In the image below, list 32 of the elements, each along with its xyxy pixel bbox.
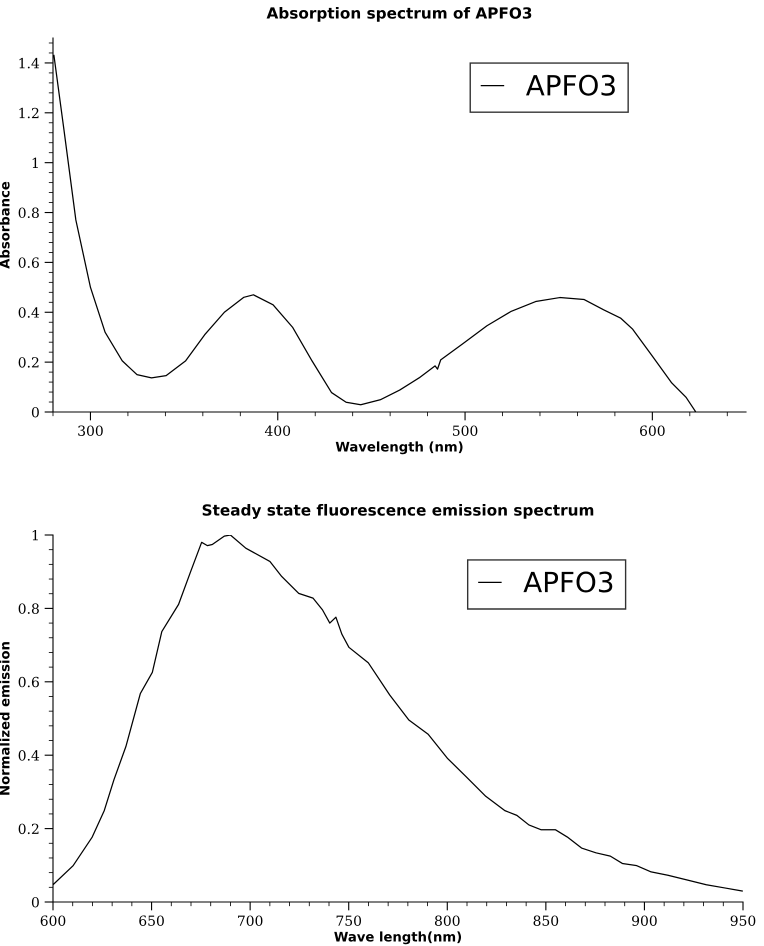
y-tick-label: 0.2 <box>18 357 38 368</box>
x-tick-label: 700 <box>238 915 262 926</box>
x-tick-label: 850 <box>534 915 558 926</box>
legend-label: APFO3 <box>526 74 615 96</box>
y-tick-label: 0.8 <box>18 208 39 218</box>
y-tick-label: 0.8 <box>18 603 39 614</box>
y-tick-label: 0.4 <box>18 750 40 761</box>
y-tick-label: 0.6 <box>18 257 39 268</box>
x-axis-title: Wave length(nm) <box>334 931 462 944</box>
chart-title: Steady state fluorescence emission spectrum <box>202 504 594 519</box>
chart-title: Absorption spectrum of APFO3 <box>266 6 532 22</box>
x-tick-label: 800 <box>434 915 460 926</box>
y-tick-label: 0 <box>32 896 39 908</box>
x-tick-label: 950 <box>730 915 756 926</box>
y-tick-label: 1.2 <box>19 108 38 118</box>
x-tick-label: 300 <box>78 425 103 436</box>
x-tick-label: 650 <box>139 915 164 926</box>
x-axis-title: Wavelength (nm) <box>336 441 463 454</box>
x-tick-label: 600 <box>40 915 66 926</box>
x-tick-label: 600 <box>640 425 665 436</box>
y-tick-label: 1 <box>32 530 38 540</box>
legend-label: APFO3 <box>523 572 612 593</box>
y-tick-label: 0 <box>32 406 39 418</box>
x-tick-label: 900 <box>632 915 657 926</box>
x-tick-label: 500 <box>452 425 478 436</box>
x-tick-label: 750 <box>336 915 362 926</box>
y-tick-label: 1.4 <box>19 58 40 68</box>
y-tick-label: 0.6 <box>18 676 39 688</box>
y-tick-label: 1 <box>32 158 38 168</box>
y-tick-label: 0.4 <box>18 307 40 318</box>
y-tick-label: 0.2 <box>18 824 38 834</box>
x-tick-label: 400 <box>264 425 290 436</box>
